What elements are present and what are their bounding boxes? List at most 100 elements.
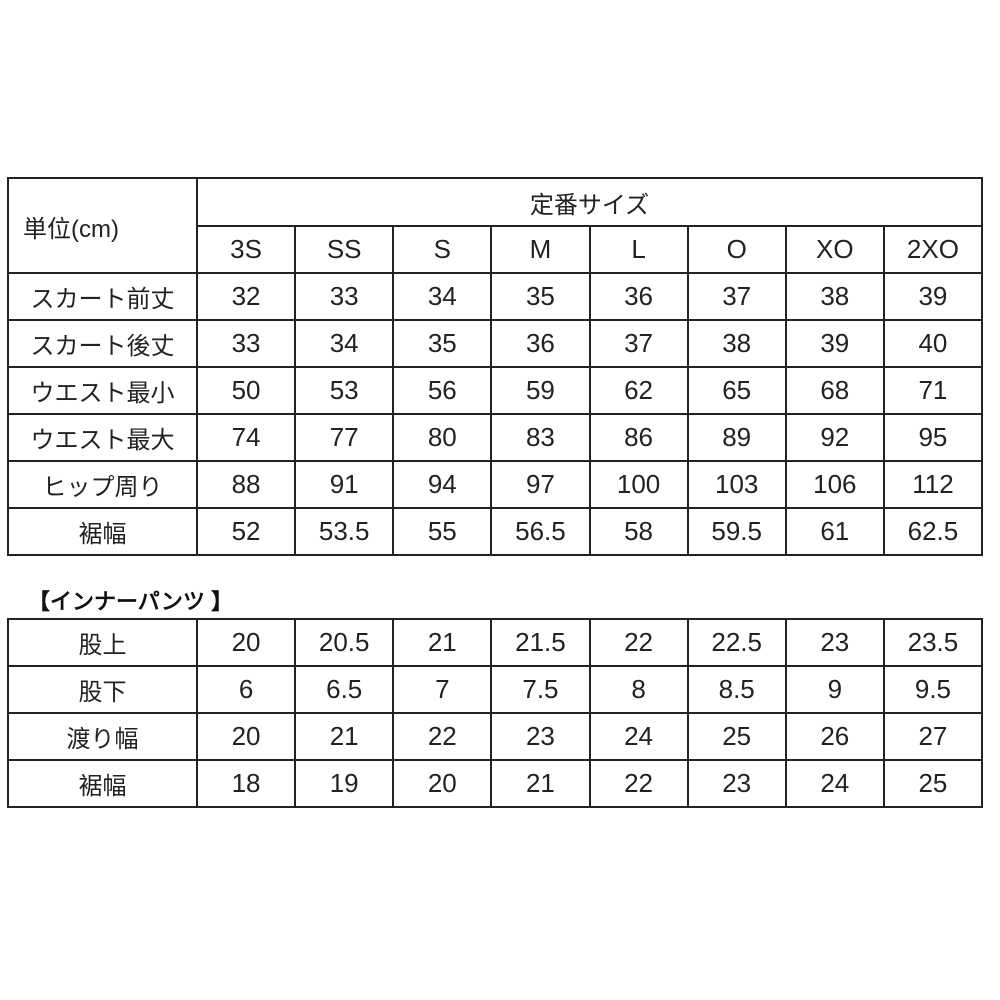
size-header-XO: XO (784, 225, 885, 274)
cell-value: 62 (588, 366, 689, 415)
cell-value: 56.5 (490, 507, 591, 556)
cell-value: 26 (784, 712, 885, 761)
table-row: 股下 6 6.5 7 7.5 8 8.5 9 9.5 (7, 665, 984, 714)
cell-value: 55 (392, 507, 493, 556)
cell-value: 6 (195, 665, 297, 714)
cell-value: 112 (882, 460, 984, 509)
row-label: スカート後丈 (7, 319, 198, 368)
skirt-size-table: 単位(cm) 定番サイズ 3S SS S M L O XO 2XO スカート前丈 32 33 34 3… (7, 177, 984, 556)
cell-value: 21 (490, 759, 591, 808)
cell-value: 62.5 (882, 507, 984, 556)
cell-value: 34 (294, 319, 395, 368)
cell-value: 97 (490, 460, 591, 509)
cell-value: 86 (588, 413, 689, 462)
cell-value: 7 (392, 665, 493, 714)
row-label: 裾幅 (7, 507, 198, 556)
cell-value: 24 (588, 712, 689, 761)
cell-value: 35 (490, 272, 591, 321)
cell-value: 74 (195, 413, 297, 462)
cell-value: 20.5 (294, 618, 395, 667)
size-header-M: M (490, 225, 591, 274)
size-header-SS: SS (294, 225, 395, 274)
size-header-row: 3S SS S M L O XO 2XO (8, 225, 984, 274)
row-label: 裾幅 (7, 759, 198, 808)
cell-value: 36 (490, 319, 591, 368)
cell-value: 20 (195, 618, 297, 667)
table-row: 渡り幅 20 21 22 23 24 25 26 27 (7, 712, 984, 761)
cell-value: 59 (490, 366, 591, 415)
cell-value: 8 (588, 665, 689, 714)
cell-value: 38 (784, 272, 885, 321)
size-header-L: L (588, 225, 689, 274)
cell-value: 94 (392, 460, 493, 509)
cell-value: 91 (294, 460, 395, 509)
cell-value: 71 (882, 366, 984, 415)
cell-value: 23 (784, 618, 885, 667)
cell-value: 61 (784, 507, 885, 556)
cell-value: 8.5 (686, 665, 787, 714)
cell-value: 35 (392, 319, 493, 368)
cell-value: 95 (882, 413, 984, 462)
cell-value: 88 (195, 460, 297, 509)
cell-value: 100 (588, 460, 689, 509)
cell-value: 20 (392, 759, 493, 808)
size-header-3S: 3S (195, 225, 297, 274)
cell-value: 50 (195, 366, 297, 415)
cell-value: 38 (686, 319, 787, 368)
table-row: ウエスト最大 74 77 80 83 86 89 92 95 (7, 413, 984, 462)
table-row: 裾幅 18 19 20 21 22 23 24 25 (7, 759, 984, 808)
cell-value: 33 (195, 319, 297, 368)
size-header-2XO: 2XO (882, 225, 984, 274)
cell-value: 92 (784, 413, 885, 462)
cell-value: 22 (392, 712, 493, 761)
cell-value: 65 (686, 366, 787, 415)
cell-value: 33 (294, 272, 395, 321)
cell-value: 23 (686, 759, 787, 808)
table-row: スカート前丈 32 33 34 35 36 37 38 39 (7, 272, 984, 321)
cell-value: 59.5 (686, 507, 787, 556)
cell-value: 40 (882, 319, 984, 368)
cell-value: 21 (392, 618, 493, 667)
row-label: 股上 (7, 618, 198, 667)
cell-value: 34 (392, 272, 493, 321)
size-header-S: S (392, 225, 493, 274)
cell-value: 80 (392, 413, 493, 462)
table-row: 股上 20 20.5 21 21.5 22 22.5 23 23.5 (7, 618, 984, 667)
group-header: 定番サイズ (196, 177, 983, 227)
cell-value: 24 (784, 759, 885, 808)
row-label: ウエスト最小 (7, 366, 198, 415)
cell-value: 6.5 (294, 665, 395, 714)
cell-value: 52 (195, 507, 297, 556)
cell-value: 106 (784, 460, 885, 509)
cell-value: 18 (195, 759, 297, 808)
cell-value: 19 (294, 759, 395, 808)
row-label: 股下 (7, 665, 198, 714)
cell-value: 22 (588, 759, 689, 808)
cell-value: 20 (195, 712, 297, 761)
cell-value: 89 (686, 413, 787, 462)
table-row: ウエスト最小 50 53 56 59 62 65 68 71 (7, 366, 984, 415)
cell-value: 77 (294, 413, 395, 462)
header-row: 単位(cm) 定番サイズ (7, 177, 983, 274)
table-row: 裾幅 52 53.5 55 56.5 58 59.5 61 62.5 (7, 507, 984, 556)
row-label: ウエスト最大 (7, 413, 198, 462)
inner-pants-table: 股上 20 20.5 21 21.5 22 22.5 23 23.5 股下 6 6.5 7 7.5 8 8.5… (7, 618, 984, 808)
table-row: スカート後丈 33 34 35 36 37 38 39 40 (7, 319, 984, 368)
row-label: ヒップ周り (7, 460, 198, 509)
size-header-O: O (686, 225, 787, 274)
cell-value: 103 (686, 460, 787, 509)
cell-value: 9 (784, 665, 885, 714)
cell-value: 22.5 (686, 618, 787, 667)
cell-value: 21 (294, 712, 395, 761)
cell-value: 7.5 (490, 665, 591, 714)
cell-value: 53.5 (294, 507, 395, 556)
cell-value: 23.5 (882, 618, 984, 667)
cell-value: 56 (392, 366, 493, 415)
cell-value: 68 (784, 366, 885, 415)
inner-pants-title: 【インナーパンツ 】 (28, 589, 233, 614)
cell-value: 25 (882, 759, 984, 808)
cell-value: 39 (784, 319, 885, 368)
cell-value: 83 (490, 413, 591, 462)
row-label: 渡り幅 (7, 712, 198, 761)
row-label: スカート前丈 (7, 272, 198, 321)
